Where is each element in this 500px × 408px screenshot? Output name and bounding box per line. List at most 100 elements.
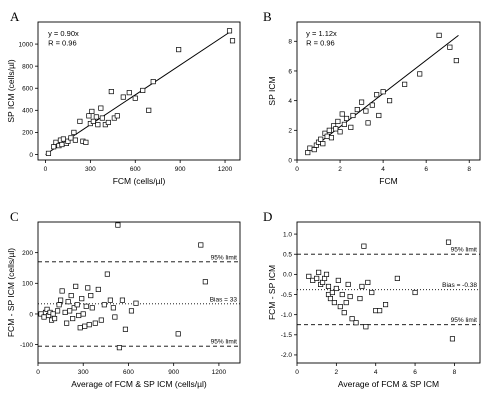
y-tick-label: 8 xyxy=(288,39,292,46)
annotation-text: y = 0.90x xyxy=(48,29,79,38)
panel-a: A 0 300 600 900 1200 0 200 400 600 800 1000 FCM (cel… xyxy=(6,9,241,186)
data-point xyxy=(359,283,365,290)
data-point xyxy=(70,316,76,322)
data-point xyxy=(128,308,135,314)
y-tick-label: 4 xyxy=(288,98,292,105)
data-point xyxy=(55,308,61,314)
data-point xyxy=(341,121,347,127)
panel-d: D 0 2 4 6 8 -2.0 -1.5 -1.0 -0.5 0.0 0.5 1.0 Average o… xyxy=(263,209,481,389)
y-tick-label: 6 xyxy=(288,68,292,75)
data-point xyxy=(343,300,349,306)
data-point xyxy=(229,38,236,44)
data-point xyxy=(52,316,58,322)
data-point xyxy=(50,311,56,317)
data-point xyxy=(402,81,408,87)
data-point xyxy=(333,285,339,292)
data-point xyxy=(105,119,111,126)
data-point xyxy=(306,273,312,279)
reference-line-label: 95% limit xyxy=(211,339,238,346)
x-tick-label: 900 xyxy=(168,369,179,376)
annotation-text: R = 0.96 xyxy=(48,39,77,48)
data-point xyxy=(89,108,95,114)
data-point xyxy=(353,320,359,326)
data-point xyxy=(357,295,363,302)
plot-frame xyxy=(37,221,241,364)
data-point xyxy=(323,271,330,277)
data-point xyxy=(64,320,70,326)
data-point xyxy=(324,133,330,139)
y-tick-label: 400 xyxy=(22,108,33,115)
data-point xyxy=(307,145,313,151)
data-point xyxy=(341,310,347,316)
data-point xyxy=(382,302,389,308)
plot-frame xyxy=(296,21,481,161)
x-tick-label: 2 xyxy=(335,369,339,376)
data-point xyxy=(417,71,423,77)
data-point xyxy=(453,58,459,64)
x-axis-title: Average of FCM & SP ICM (cells/µl) xyxy=(71,379,207,389)
data-point xyxy=(365,120,371,126)
data-point xyxy=(339,291,345,298)
data-point xyxy=(436,32,442,38)
x-tick-label: 0 xyxy=(295,369,299,376)
y-tick-label: 200 xyxy=(22,250,33,257)
data-point xyxy=(329,289,335,296)
data-point xyxy=(335,118,341,124)
data-point xyxy=(333,126,339,132)
x-tick-label: 300 xyxy=(78,369,89,376)
y-tick-label: 600 xyxy=(22,86,33,93)
data-point xyxy=(339,111,345,117)
data-point xyxy=(369,102,375,108)
y-tick-label: 100 xyxy=(22,281,33,288)
data-point xyxy=(116,345,122,351)
x-axis-title: FCM xyxy=(379,176,397,186)
y-axis-title: SP ICM xyxy=(267,76,277,105)
x-tick-label: 2 xyxy=(338,166,342,173)
reference-line-label: Bias = 33 xyxy=(210,296,238,303)
y-tick-label: 1.0 xyxy=(283,231,292,238)
data-point xyxy=(350,112,356,119)
data-point xyxy=(394,275,400,281)
annotation-text: R = 0.96 xyxy=(306,39,335,48)
data-point xyxy=(60,136,66,142)
data-point xyxy=(374,92,380,98)
y-tick-label: 200 xyxy=(22,130,33,137)
data-point xyxy=(376,112,382,119)
data-point xyxy=(95,122,101,128)
data-point xyxy=(107,297,113,303)
data-point xyxy=(175,331,181,337)
data-point xyxy=(89,305,95,311)
data-point xyxy=(369,289,375,296)
data-point xyxy=(74,302,80,308)
data-point xyxy=(71,129,77,135)
panel-c: C 0 300 600 900 1200 -100 0 100 200 Average of FCM… xyxy=(6,209,241,389)
x-axis-title: FCM (cells/µl) xyxy=(113,176,166,186)
data-point xyxy=(41,314,47,320)
data-point xyxy=(387,98,393,104)
data-point xyxy=(318,136,324,142)
x-tick-label: 6 xyxy=(424,166,428,173)
data-point xyxy=(92,320,98,326)
y-tick-label: -1.5 xyxy=(281,332,293,339)
panel-letter: A xyxy=(10,9,20,24)
x-tick-label: 0 xyxy=(295,166,299,173)
data-point xyxy=(445,239,452,245)
x-tick-label: 900 xyxy=(175,166,186,173)
data-point xyxy=(331,300,337,306)
annotation-text: y = 1.12x xyxy=(306,29,337,38)
data-point xyxy=(347,293,353,300)
data-point xyxy=(363,324,369,330)
data-point xyxy=(83,303,89,309)
plot-frame xyxy=(296,221,481,364)
data-point xyxy=(72,137,78,143)
data-point xyxy=(361,243,367,249)
data-point xyxy=(62,309,68,315)
data-point xyxy=(226,28,233,34)
data-point xyxy=(380,89,386,95)
data-point xyxy=(115,222,121,228)
data-point xyxy=(73,283,79,289)
data-point xyxy=(337,129,343,135)
data-point xyxy=(110,305,116,311)
data-point xyxy=(68,293,74,299)
